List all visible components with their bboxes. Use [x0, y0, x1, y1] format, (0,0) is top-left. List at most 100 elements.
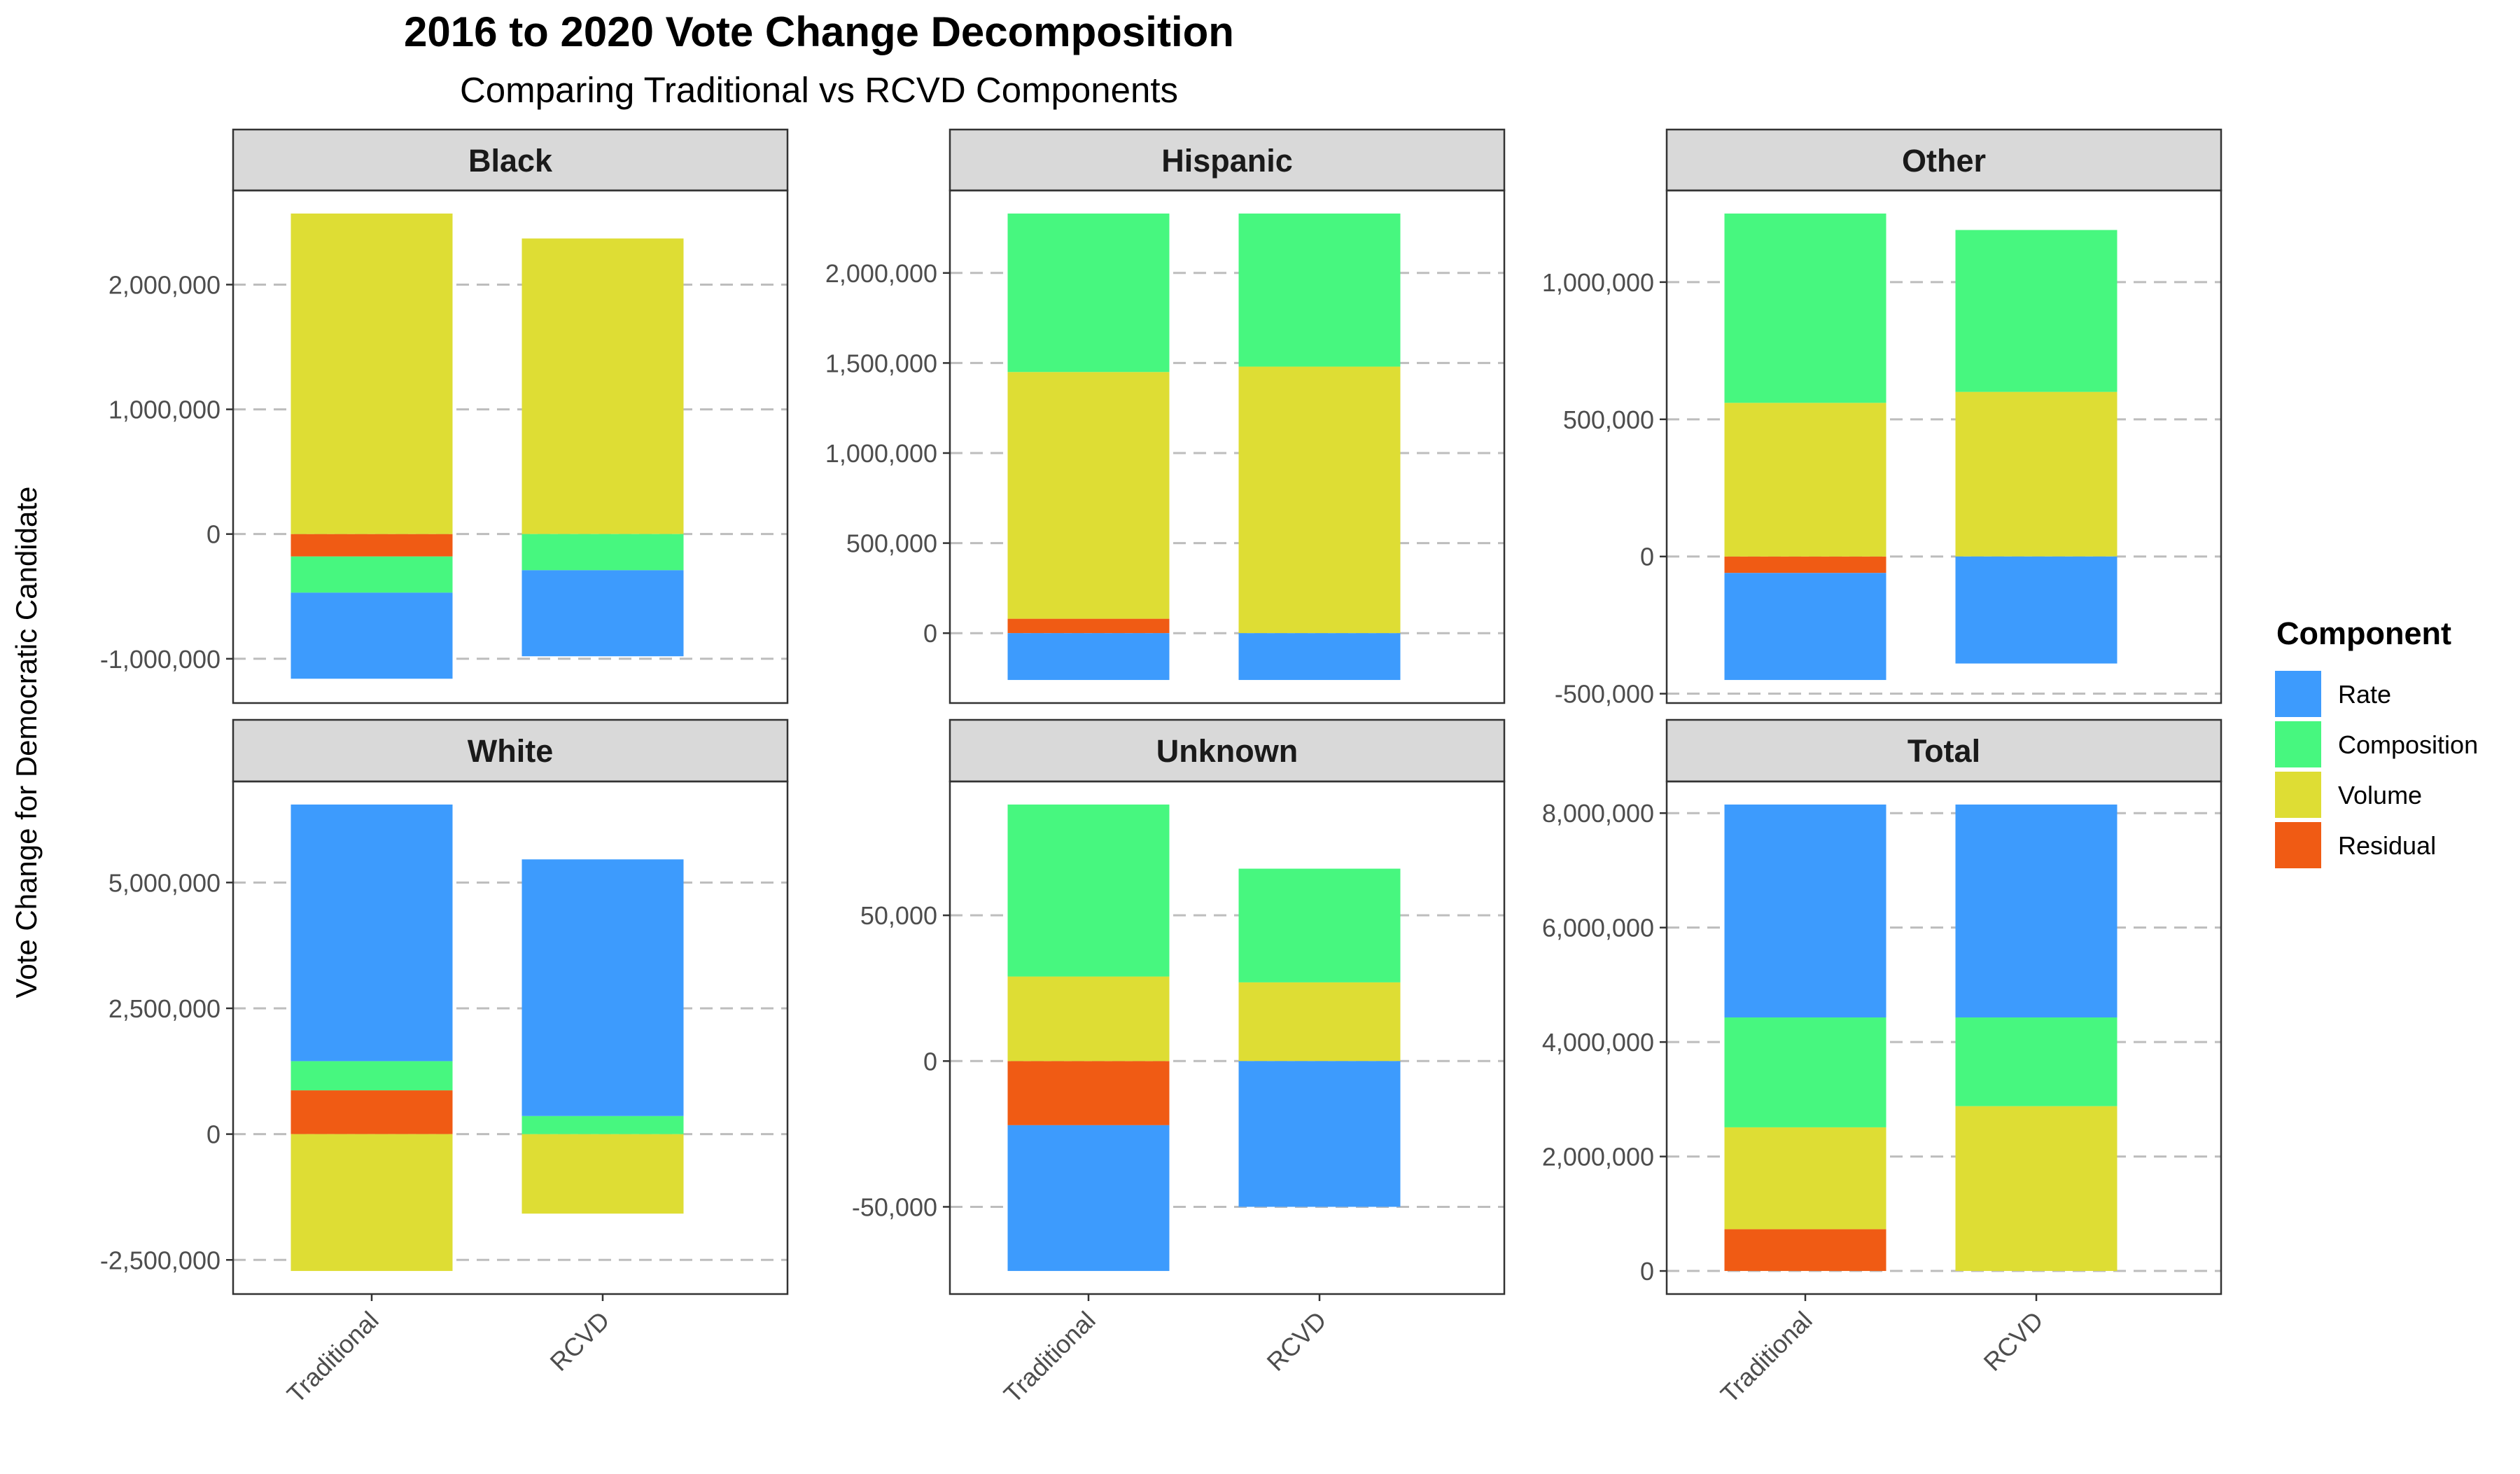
y-tick-label-hispanic: 1,000,000	[825, 439, 937, 468]
bar-black-traditional-volume	[290, 213, 453, 534]
y-tick-label-hispanic: 1,500,000	[825, 349, 937, 377]
bar-unknown-traditional-rate	[1007, 1125, 1170, 1272]
panel-border-hispanic	[948, 189, 1506, 704]
x-tick-label-white-traditional: Traditional	[281, 1306, 384, 1409]
x-tick-label-total-rcvd: RCVD	[1978, 1306, 2049, 1377]
bar-white-rcvd-composition	[522, 1115, 684, 1134]
panel-white: White -2,500,000 0 2,500,000 5,000,000 Tradit…	[100, 718, 789, 1409]
bar-total-rcvd-volume	[1955, 1106, 2118, 1272]
panel-strip-hispanic	[948, 128, 1506, 192]
y-tick-label-white: 2,500,000	[108, 994, 220, 1023]
bar-white-rcvd-volume	[522, 1134, 684, 1214]
y-tick-label-other: 1,000,000	[1542, 268, 1654, 297]
panel-hispanic: Hispanic 0 500,000 1,000,000 1,500,000 2,000,…	[825, 128, 1506, 704]
panel-strip-total	[1665, 718, 2222, 783]
y-tick-label-total: 8,000,000	[1542, 799, 1654, 828]
panel-border-black	[232, 189, 789, 704]
y-tick-label-total: 6,000,000	[1542, 914, 1654, 943]
bar-total-rcvd-composition	[1955, 1017, 2118, 1106]
legend-label-volume: Volume	[2338, 781, 2422, 809]
bar-white-traditional-residual	[290, 1090, 453, 1134]
bar-unknown-rcvd-composition	[1238, 868, 1401, 982]
bar-other-rcvd-composition	[1955, 230, 2118, 392]
y-tick-label-black: 1,000,000	[108, 396, 220, 424]
panel-strip-label-unknown: Unknown	[1156, 733, 1298, 769]
bar-hispanic-rcvd-volume	[1238, 366, 1401, 634]
panel-strip-unknown	[948, 718, 1506, 783]
x-tick-label-unknown-rcvd: RCVD	[1261, 1306, 1332, 1377]
panel-other: Other -500,000 0 500,000 1,000,000	[1542, 128, 2222, 709]
bar-other-traditional-rate	[1724, 573, 1886, 681]
y-tick-label-hispanic: 2,000,000	[825, 259, 937, 288]
panel-total: Total 0 2,000,000 4,000,000 6,000,000 8,000,0…	[1542, 718, 2222, 1409]
bar-unknown-traditional-residual	[1007, 1061, 1170, 1125]
panel-border-other	[1665, 189, 2222, 704]
bar-white-traditional-rate	[290, 804, 453, 1062]
chart-subtitle: Comparing Traditional vs RCVD Components	[460, 70, 1178, 110]
y-tick-label-hispanic: 0	[923, 619, 937, 648]
y-tick-label-black: -1,000,000	[100, 645, 220, 674]
panel-strip-label-hispanic: Hispanic	[1161, 143, 1293, 179]
bar-black-rcvd-volume	[522, 238, 684, 534]
panel-strip-other	[1665, 128, 2222, 192]
bar-black-traditional-residual	[290, 534, 453, 557]
y-tick-label-black: 2,000,000	[108, 270, 220, 299]
y-tick-label-white: -2,500,000	[100, 1246, 220, 1274]
x-tick-label-white-rcvd: RCVD	[545, 1306, 615, 1377]
chart-title: 2016 to 2020 Vote Change Decomposition	[404, 8, 1234, 55]
bar-other-traditional-residual	[1724, 556, 1886, 573]
bar-black-traditional-composition	[290, 556, 453, 593]
y-tick-label-other: 0	[1640, 543, 1654, 571]
bar-unknown-rcvd-volume	[1238, 982, 1401, 1062]
bar-unknown-traditional-volume	[1007, 976, 1170, 1062]
bar-hispanic-traditional-rate	[1007, 633, 1170, 681]
y-tick-label-hispanic: 500,000	[846, 529, 937, 558]
legend-title: Component	[2276, 616, 2451, 651]
legend-swatch-residual	[2275, 822, 2321, 868]
bar-hispanic-traditional-composition	[1007, 213, 1170, 373]
bar-total-traditional-rate	[1724, 804, 1886, 1017]
bar-other-traditional-composition	[1724, 213, 1886, 403]
y-axis-label: Vote Change for Democratic Candidate	[10, 487, 43, 999]
bar-hispanic-rcvd-composition	[1238, 213, 1401, 367]
x-tick-label-unknown-traditional: Traditional	[998, 1306, 1101, 1409]
x-tick-label-total-traditional: Traditional	[1715, 1306, 1818, 1409]
bar-hispanic-traditional-residual	[1007, 618, 1170, 634]
y-tick-label-black: 0	[206, 520, 220, 549]
panel-black: Black -1,000,000 0 1,000,000 2,000,000	[100, 128, 789, 704]
y-tick-label-total: 0	[1640, 1257, 1654, 1286]
bar-total-rcvd-rate	[1955, 804, 2118, 1017]
bar-other-rcvd-volume	[1955, 391, 2118, 557]
y-tick-label-white: 0	[206, 1120, 220, 1149]
bar-other-rcvd-rate	[1955, 556, 2118, 664]
legend: Component Rate Composition Volume Residual	[2275, 616, 2478, 868]
panel-border-total	[1665, 780, 2222, 1295]
panels-group: Black-1,000,00001,000,0002,000,000Hispan…	[100, 128, 2222, 1409]
legend-label-rate: Rate	[2338, 680, 2391, 709]
bar-total-traditional-volume	[1724, 1127, 1886, 1230]
bar-black-rcvd-rate	[522, 570, 684, 657]
y-tick-label-other: -500,000	[1555, 680, 1654, 709]
bar-black-traditional-rate	[290, 592, 453, 679]
legend-swatch-rate	[2275, 671, 2321, 717]
y-tick-label-total: 2,000,000	[1542, 1143, 1654, 1171]
bar-white-rcvd-rate	[522, 859, 684, 1116]
bar-hispanic-traditional-volume	[1007, 372, 1170, 619]
y-tick-label-white: 5,000,000	[108, 868, 220, 897]
legend-label-composition: Composition	[2338, 730, 2478, 759]
legend-label-residual: Residual	[2338, 831, 2436, 860]
bar-white-traditional-composition	[290, 1061, 453, 1091]
panel-unknown: Unknown -50,000 0 50,000 Traditional RCVD	[852, 718, 1506, 1409]
panel-strip-black	[232, 128, 789, 192]
bar-total-traditional-composition	[1724, 1017, 1886, 1127]
panel-border-unknown	[948, 780, 1506, 1295]
y-tick-label-unknown: 50,000	[860, 901, 937, 930]
y-tick-label-unknown: 0	[923, 1047, 937, 1076]
bar-total-traditional-residual	[1724, 1229, 1886, 1272]
panel-strip-white	[232, 718, 789, 783]
bar-other-traditional-volume	[1724, 403, 1886, 557]
panel-strip-label-white: White	[468, 733, 553, 769]
y-tick-label-other: 500,000	[1563, 405, 1654, 434]
